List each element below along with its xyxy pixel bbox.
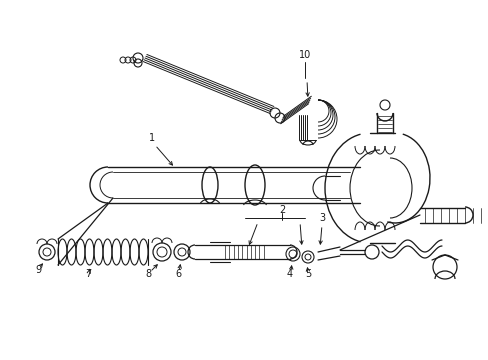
Text: 9: 9 [35,265,41,275]
Text: 4: 4 [286,269,292,279]
Text: 5: 5 [304,269,310,279]
Text: 1: 1 [149,133,155,143]
Text: 6: 6 [175,269,181,279]
Text: 7: 7 [85,269,91,279]
Text: 10: 10 [298,50,310,60]
Text: 3: 3 [318,213,325,223]
Text: 8: 8 [144,269,151,279]
Text: 2: 2 [278,205,285,215]
